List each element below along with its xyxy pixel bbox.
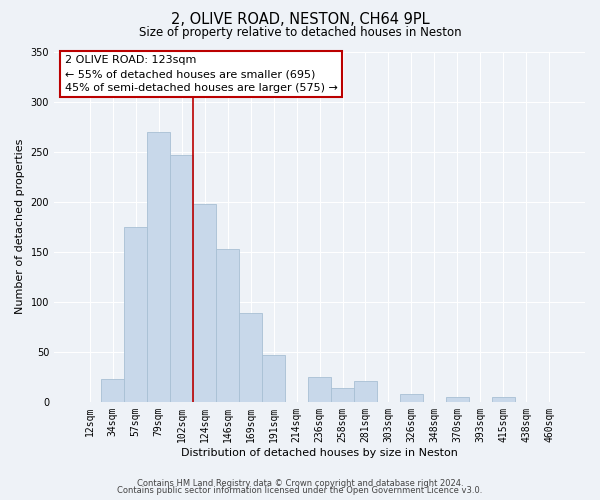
Bar <box>147 132 170 402</box>
Bar <box>446 397 469 402</box>
Y-axis label: Number of detached properties: Number of detached properties <box>15 139 25 314</box>
Bar <box>124 226 147 402</box>
Text: Contains HM Land Registry data © Crown copyright and database right 2024.: Contains HM Land Registry data © Crown c… <box>137 478 463 488</box>
Text: 2 OLIVE ROAD: 123sqm
← 55% of detached houses are smaller (695)
45% of semi-deta: 2 OLIVE ROAD: 123sqm ← 55% of detached h… <box>65 55 338 93</box>
Bar <box>216 248 239 402</box>
Bar <box>400 394 423 402</box>
Bar <box>492 397 515 402</box>
Bar <box>239 312 262 402</box>
Text: Size of property relative to detached houses in Neston: Size of property relative to detached ho… <box>139 26 461 39</box>
Bar <box>331 388 354 402</box>
Bar <box>354 381 377 402</box>
Text: Contains public sector information licensed under the Open Government Licence v3: Contains public sector information licen… <box>118 486 482 495</box>
Text: 2, OLIVE ROAD, NESTON, CH64 9PL: 2, OLIVE ROAD, NESTON, CH64 9PL <box>170 12 430 28</box>
Bar <box>308 377 331 402</box>
Bar <box>262 355 285 402</box>
Bar <box>101 379 124 402</box>
X-axis label: Distribution of detached houses by size in Neston: Distribution of detached houses by size … <box>181 448 458 458</box>
Bar <box>193 204 216 402</box>
Bar <box>170 154 193 402</box>
